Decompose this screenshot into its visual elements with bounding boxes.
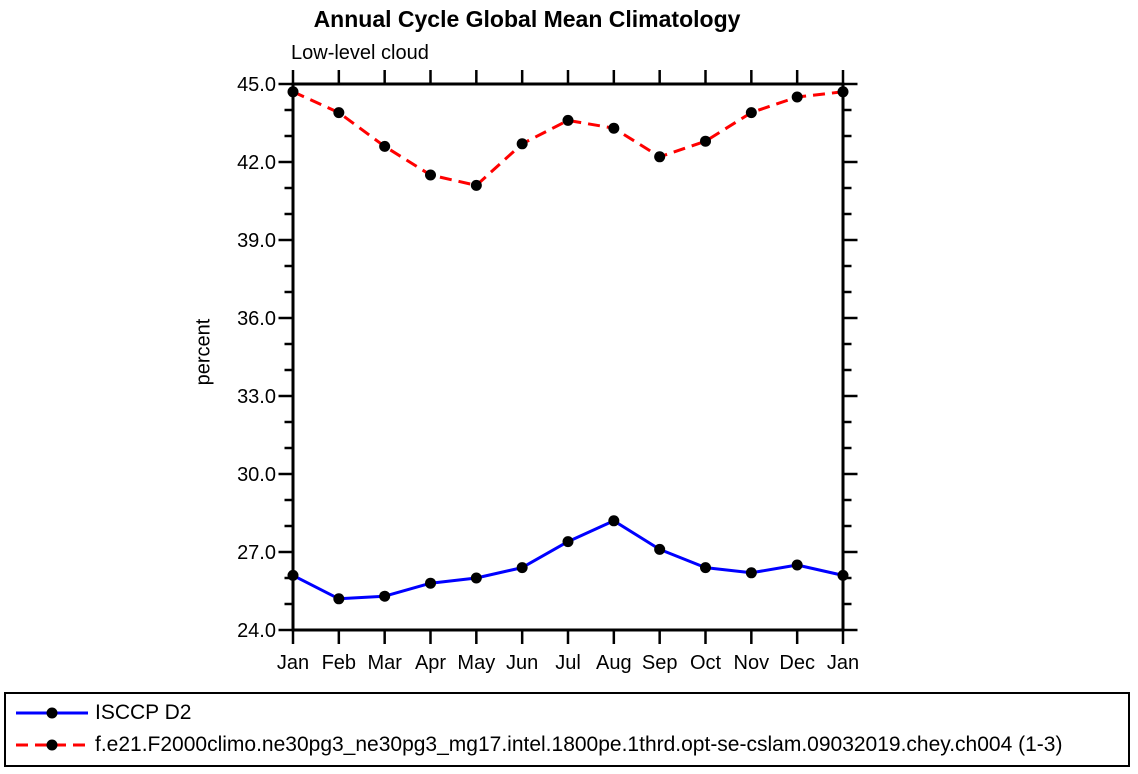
data-point-marker [837, 569, 849, 581]
data-point-marker [745, 107, 757, 119]
series-line-0 [292, 519, 844, 601]
x-tick-label: Nov [734, 652, 770, 674]
axis-frame [291, 82, 845, 632]
series-line-1 [292, 90, 844, 187]
y-tick-label: 45.0 [237, 74, 276, 96]
data-point-marker [608, 122, 620, 134]
data-point-marker [745, 567, 757, 579]
data-point-marker [700, 562, 711, 574]
data-point-marker [470, 179, 482, 191]
data-point-marker [791, 91, 803, 103]
x-tick-label: Aug [596, 652, 632, 674]
y-tick-label: 30.0 [237, 464, 276, 486]
chart-subtitle: Low-level cloud [291, 42, 429, 64]
legend-swatch-solid-line [16, 707, 88, 719]
data-point-marker [516, 138, 528, 150]
data-point-marker [837, 86, 849, 98]
y-tick-label: 36.0 [237, 308, 276, 330]
data-point-marker [333, 593, 345, 605]
data-point-marker [379, 140, 391, 152]
data-point-marker [562, 536, 574, 548]
legend-marker-dot [46, 707, 58, 719]
x-tick-label: Jun [506, 652, 538, 674]
plot-area: Jan Feb Mar Apr May Jun Jul Aug Sep Oct Nov Dec Jan2… [237, 70, 859, 674]
x-tick-label: Sep [642, 652, 678, 674]
data-point-marker [654, 151, 666, 163]
data-point-marker [425, 577, 436, 589]
legend-label-model-run: f.e21.F2000climo.ne30pg3_ne30pg3_mg17.in… [95, 733, 1063, 756]
y-tick-label: 42.0 [237, 152, 276, 174]
legend-item-isccp-d2: ISCCP D2 [12, 698, 191, 728]
legend-box: ISCCP D2 f.e21.F2000climo.ne30pg3_ne30pg… [4, 692, 1130, 767]
x-tick-label: Feb [322, 652, 356, 674]
data-point-marker [654, 543, 666, 555]
x-tick-label: Apr [415, 652, 446, 674]
x-tick-label: May [457, 652, 495, 674]
legend-item-model-run: f.e21.F2000climo.ne30pg3_ne30pg3_mg17.in… [12, 730, 1062, 760]
data-point-marker [379, 590, 391, 602]
x-tick-label: Jul [555, 652, 581, 674]
data-point-marker [700, 135, 711, 147]
data-point-marker [333, 107, 345, 119]
legend-marker-dot [46, 739, 58, 751]
legend-swatch-dashed-line [16, 739, 88, 751]
chart-title: Annual Cycle Global Mean Climatology [313, 6, 741, 32]
y-tick-label: 33.0 [237, 386, 276, 408]
data-point-marker [562, 114, 574, 126]
data-point-marker [287, 569, 299, 581]
data-point-marker [425, 169, 436, 181]
x-tick-label: Mar [367, 652, 402, 674]
y-tick-label: 27.0 [237, 542, 276, 564]
data-point-marker [516, 562, 528, 574]
y-tick-label: 39.0 [237, 230, 276, 252]
x-tick-label: Oct [690, 652, 722, 674]
data-point-marker [287, 86, 299, 98]
y-tick-label: 24.0 [237, 620, 276, 642]
x-tick-label: Jan [827, 652, 859, 674]
data-point-marker [470, 572, 482, 584]
data-point-marker [608, 515, 620, 527]
x-tick-label: Dec [779, 652, 815, 674]
data-point-marker [791, 559, 803, 571]
x-tick-label: Jan [277, 652, 309, 674]
legend-label-isccp-d2: ISCCP D2 [95, 701, 192, 724]
